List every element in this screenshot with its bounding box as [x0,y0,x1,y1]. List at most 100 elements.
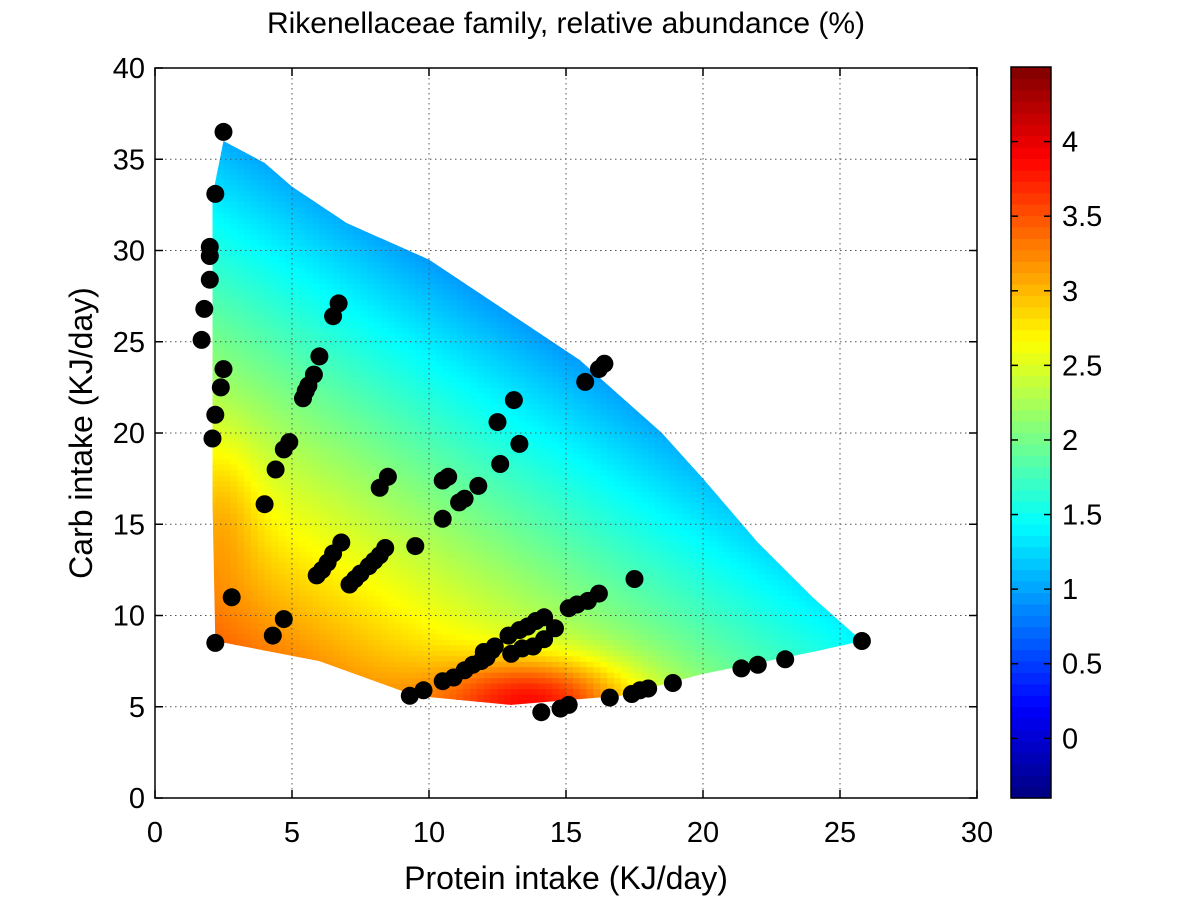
heatmap-cell [483,584,492,591]
heatmap-cell [292,261,300,268]
heatmap-cell [415,661,423,668]
heatmap-cell [449,688,457,695]
heatmap-cell [360,502,368,509]
heatmap-cell [333,464,341,471]
heatmap-cell [278,343,286,350]
heatmap-cell [298,551,307,558]
heatmap-cell [387,683,396,690]
heatmap-cell [216,524,225,531]
heatmap-cell [442,644,451,651]
heatmap-cell [504,524,512,531]
heatmap-cell [449,447,457,454]
heatmap-cell [408,485,416,492]
heatmap-cell [250,316,259,323]
heatmap-cell [212,288,218,295]
heatmap-cell [463,644,471,651]
heatmap-cell [292,360,300,367]
heatmap-cell [298,223,307,230]
heatmap-cell [250,584,259,591]
heatmap-cell [271,491,279,498]
heatmap-cell [490,398,499,405]
heatmap-cell [292,256,300,263]
heatmap-cell [497,442,505,449]
heatmap-cell [285,184,293,191]
heatmap-cell [264,453,272,460]
heatmap-cell [360,250,368,257]
heatmap-cell [456,485,464,492]
heatmap-cell [312,266,320,273]
heatmap-cell [401,294,410,301]
heatmap-cell [312,524,320,531]
heatmap-cell [237,535,245,542]
heatmap-cell [401,502,410,509]
heatmap-cell [271,442,279,449]
heatmap-cell [250,168,259,175]
heatmap-cell [353,327,362,334]
heatmap-cell [353,524,362,531]
heatmap-cell [244,228,252,235]
heatmap-cell [394,310,403,317]
heatmap-cell [264,256,272,263]
heatmap-cell [415,316,423,323]
heatmap-cell [490,611,499,618]
heatmap-cell [470,557,478,564]
heatmap-cell [292,190,300,197]
heatmap-cell [408,425,416,432]
heatmap-cell [456,398,464,405]
heatmap-cell [237,584,245,591]
heatmap-cell [381,343,389,350]
heatmap-cell [212,370,218,377]
heatmap-cell [422,299,430,306]
heatmap-cell [237,332,245,339]
heatmap-cell [387,628,396,635]
heatmap-cell [381,584,389,591]
heatmap-cell [422,398,430,405]
heatmap-cell [422,524,430,531]
heatmap-cell [264,600,272,607]
heatmap-cell [244,245,252,252]
heatmap-cell [476,496,485,503]
heatmap-cell [476,589,485,596]
heatmap-cell [257,546,266,553]
heatmap-cell [346,387,355,394]
heatmap-cell [470,672,478,679]
heatmap-cell [449,568,457,575]
heatmap-cell [257,568,266,575]
heatmap-cell [237,420,245,427]
heatmap-cell [237,343,245,350]
heatmap-cell [340,310,348,317]
heatmap-cell [353,540,362,547]
heatmap-cell [340,617,348,624]
heatmap-cell [271,584,279,591]
heatmap-cell [244,256,252,263]
heatmap-cell [422,343,430,350]
heatmap-cell [223,179,231,186]
heatmap-cell [504,485,512,492]
heatmap-cell [470,622,478,629]
heatmap-cell [360,458,368,465]
heatmap-cell [340,228,348,235]
heatmap-cell [223,327,231,334]
heatmap-cell [250,480,259,487]
heatmap-cell [346,513,355,520]
heatmap-cell [422,354,430,361]
heatmap-cell [408,387,416,394]
heatmap-cell [257,524,266,531]
heatmap-cell [237,557,245,564]
heatmap-cell [415,354,423,361]
heatmap-cell [470,349,478,356]
heatmap-cell [381,617,389,624]
heatmap-cell [504,431,512,438]
heatmap-cell [237,294,245,301]
heatmap-cell [470,354,478,361]
heatmap-cell [476,683,485,690]
heatmap-cell [401,672,410,679]
heatmap-cell [381,436,389,443]
heatmap-cell [401,485,410,492]
heatmap-cell [333,332,341,339]
heatmap-cell [401,321,410,328]
heatmap-cell [504,387,512,394]
heatmap-cell [319,299,327,306]
heatmap-cell [415,305,423,312]
heatmap-cell [360,518,368,525]
